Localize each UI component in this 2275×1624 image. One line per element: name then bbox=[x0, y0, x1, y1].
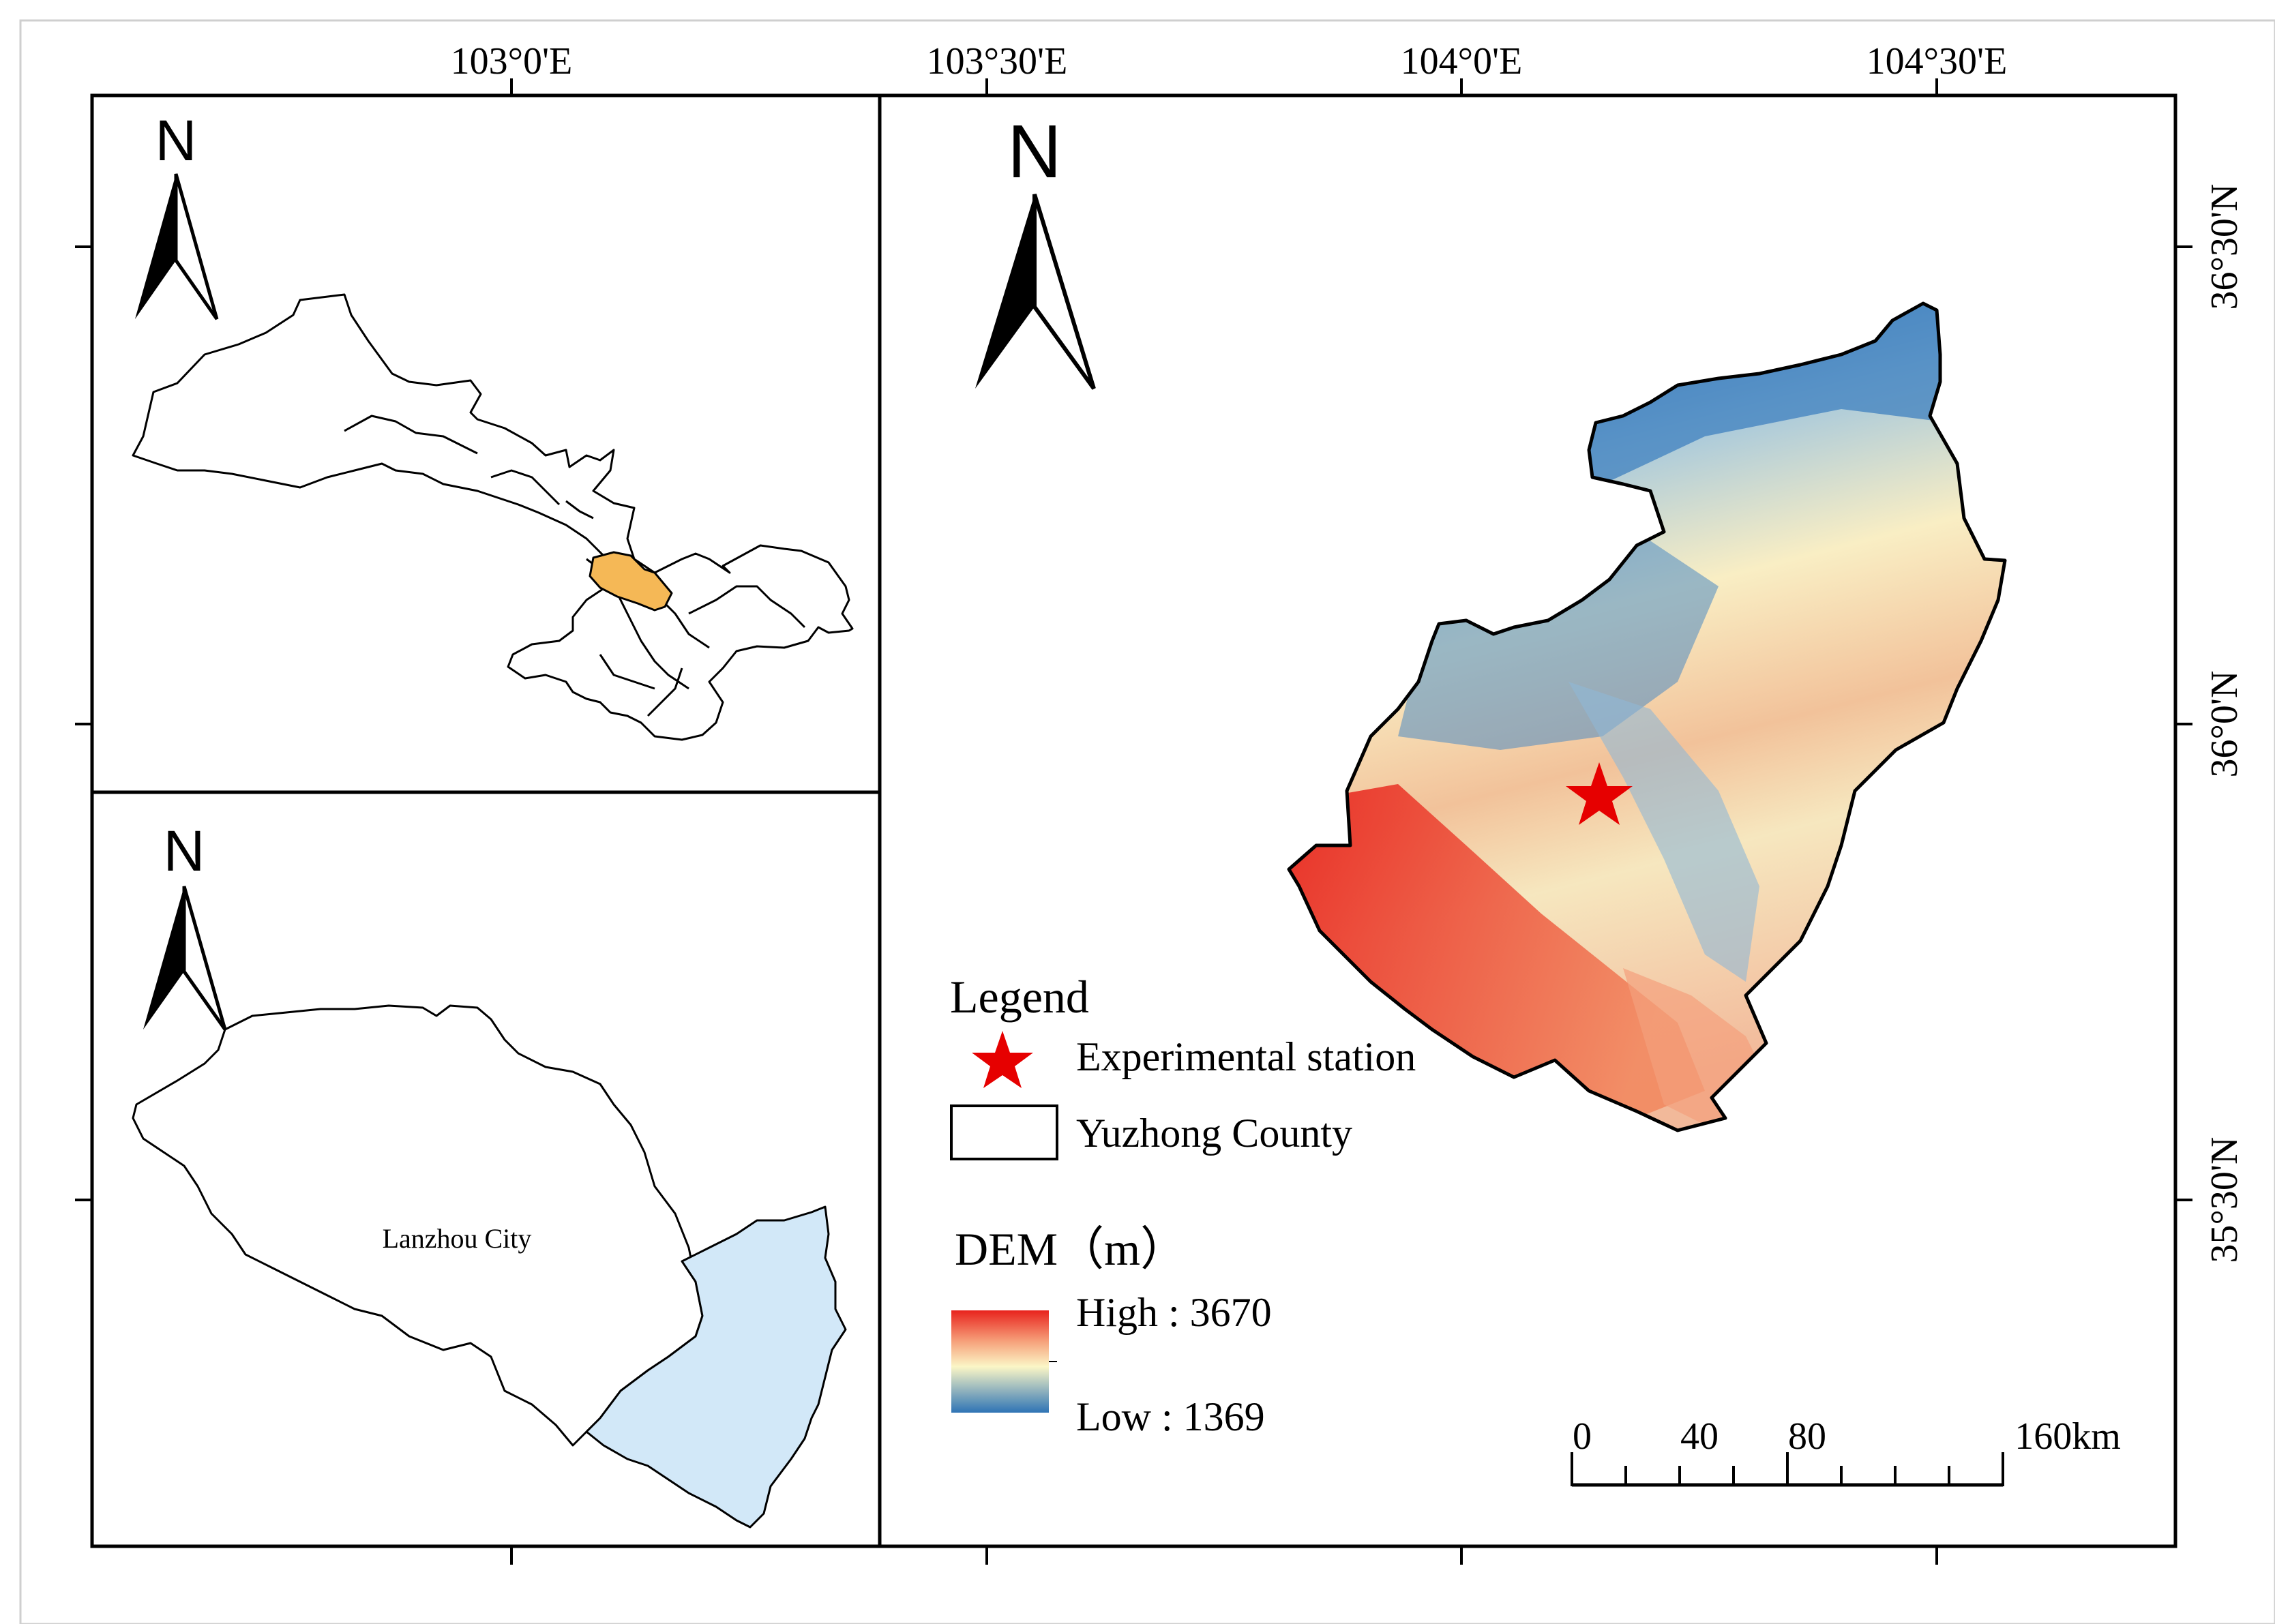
left-ticks bbox=[75, 245, 92, 1201]
legend: Legend Experimental station Yuzhong Coun… bbox=[950, 971, 1416, 1439]
north-arrow-icon bbox=[135, 174, 176, 319]
north-letter: N bbox=[164, 819, 205, 883]
legend-dem-low: Low : 1369 bbox=[1076, 1394, 1265, 1439]
lon-label: 104°30'E bbox=[1867, 40, 2008, 82]
north-arrow-icon-outline bbox=[182, 886, 227, 1031]
bottom-ticks bbox=[510, 1546, 1938, 1565]
legend-dem-ramp bbox=[951, 1310, 1049, 1413]
scale-label: 160km bbox=[2014, 1415, 2121, 1458]
province-map bbox=[132, 293, 854, 741]
scale-label: 40 bbox=[1680, 1415, 1719, 1458]
lat-label: 35°30'N bbox=[2203, 1137, 2246, 1263]
city-label: Lanzhou City bbox=[383, 1223, 532, 1254]
north-letter: N bbox=[155, 108, 197, 172]
city-map: Lanzhou City bbox=[132, 1004, 847, 1529]
top-ticks bbox=[510, 78, 1938, 95]
scale-label: 80 bbox=[1788, 1415, 1826, 1458]
lon-label: 103°0'E bbox=[451, 40, 573, 82]
lon-label: 104°0'E bbox=[1401, 40, 1523, 82]
north-arrow-main: N bbox=[975, 110, 1096, 390]
right-ticks bbox=[2175, 245, 2192, 1201]
station-star-icon bbox=[1566, 762, 1633, 825]
legend-county-swatch bbox=[950, 1104, 1058, 1160]
lat-label: 36°30'N bbox=[2203, 184, 2246, 310]
outer-frame bbox=[19, 19, 2275, 1624]
legend-dem-high: High : 3670 bbox=[1076, 1290, 1272, 1335]
province-outline bbox=[132, 293, 854, 741]
lon-label: 103°30'E bbox=[927, 40, 1068, 82]
north-arrow-inset-2: N bbox=[143, 819, 227, 1031]
legend-title: Legend bbox=[950, 971, 1089, 1023]
north-arrow-icon-outline bbox=[174, 173, 219, 320]
lat-label: 36°0'N bbox=[2203, 671, 2246, 778]
legend-star-icon bbox=[972, 1031, 1033, 1088]
right-axis-labels: 36°30'N 36°0'N 35°30'N bbox=[2203, 184, 2246, 1263]
legend-county-label: Yuzhong County bbox=[1076, 1111, 1352, 1156]
province-highlight bbox=[589, 551, 673, 612]
county-shape-inset bbox=[585, 1205, 847, 1529]
north-letter: N bbox=[1007, 110, 1061, 194]
legend-dem-title: DEM（m） bbox=[955, 1223, 1187, 1275]
north-arrow-icon-outline bbox=[1032, 194, 1096, 390]
legend-station-label: Experimental station bbox=[1076, 1034, 1416, 1079]
county-boundary bbox=[1287, 301, 2007, 1132]
scale-bar: 0 40 80 160km bbox=[1571, 1415, 2121, 1487]
north-arrow-inset-1: N bbox=[135, 108, 219, 320]
top-axis-labels: 103°0'E 103°30'E 104°0'E 104°30'E bbox=[451, 40, 2008, 82]
north-arrow-icon bbox=[143, 886, 184, 1029]
north-arrow-icon bbox=[975, 194, 1035, 389]
scale-label: 0 bbox=[1573, 1415, 1592, 1458]
